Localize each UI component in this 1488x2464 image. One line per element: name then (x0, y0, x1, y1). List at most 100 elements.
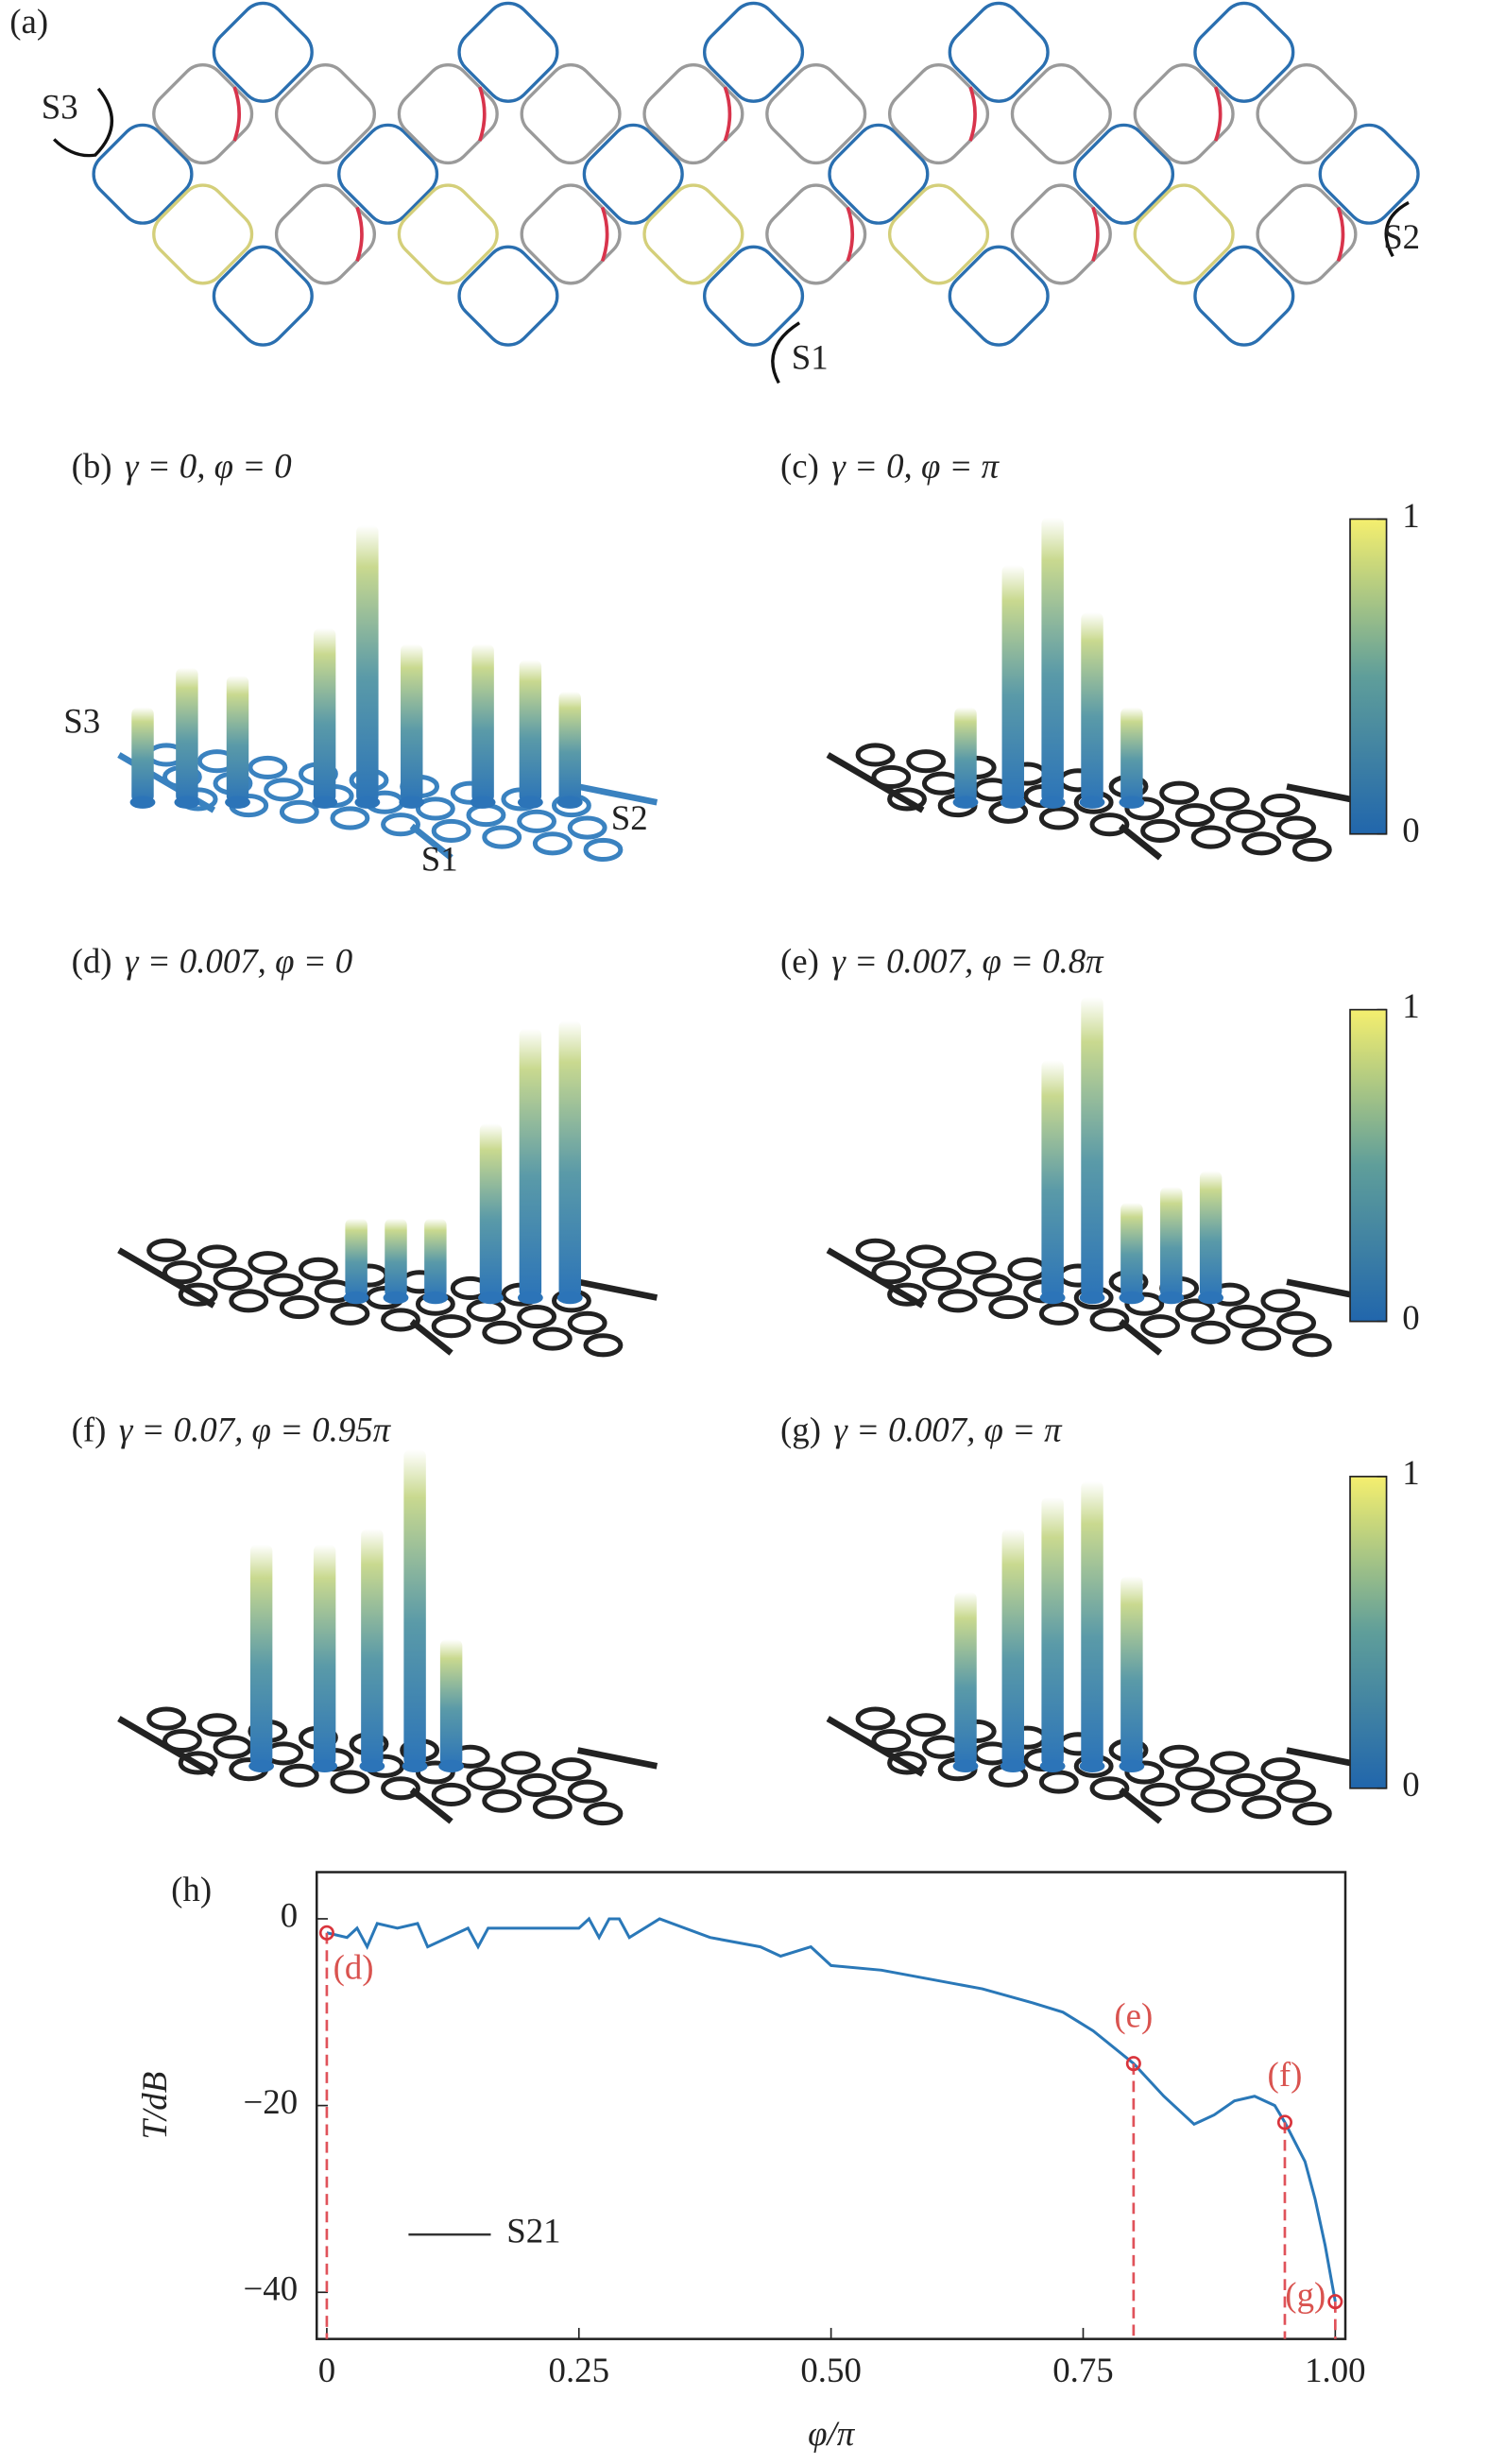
pillar (313, 627, 336, 803)
lattice-node (855, 1706, 896, 1731)
ring (948, 245, 1050, 347)
pillar-foot (470, 796, 496, 809)
lattice-node (1209, 1751, 1250, 1775)
ring (457, 1, 559, 103)
lattice-node (1209, 787, 1250, 812)
ring (457, 245, 559, 347)
lattice-node (1038, 1301, 1079, 1326)
lattice-node (248, 1251, 288, 1275)
ring-accent (1336, 206, 1345, 262)
port-arc (771, 321, 801, 385)
panel-caption-text: γ = 0, φ = π (831, 447, 1000, 486)
panel-label: (c) (780, 447, 819, 486)
lattice-node (583, 1802, 624, 1826)
panel-label: (g) (780, 1411, 821, 1449)
port-arc (1384, 200, 1410, 258)
ring (887, 63, 990, 165)
lattice-node (1124, 1292, 1165, 1316)
lattice-node (1276, 1310, 1317, 1335)
pillar-foot (312, 1759, 338, 1773)
lattice-node (1174, 803, 1215, 828)
marker-label: (d) (334, 1947, 374, 1986)
lattice-node (248, 755, 288, 779)
pillar (558, 691, 581, 803)
lattice-node (1291, 1333, 1332, 1358)
lattice-node (264, 1273, 304, 1297)
panel-label: (h) (171, 1870, 212, 1908)
ring-accent (1091, 206, 1100, 262)
pillar (176, 667, 198, 803)
lattice-node (482, 825, 522, 849)
lattice-node (431, 1782, 471, 1807)
pillar (131, 707, 154, 803)
pillar-foot (517, 1291, 543, 1305)
marker-label: (f) (1268, 2055, 1303, 2094)
lattice-node (887, 1282, 927, 1307)
ring (1133, 63, 1235, 165)
pillar-foot (354, 796, 381, 809)
pillar (403, 1449, 426, 1767)
lattice-node (162, 1728, 202, 1754)
ring (642, 183, 744, 285)
lattice-node (1007, 1257, 1048, 1281)
lattice-node (162, 1260, 202, 1285)
lattice-node (1241, 831, 1282, 856)
pillar-foot (1079, 1291, 1105, 1305)
port-arc (53, 87, 114, 158)
ring (274, 63, 377, 165)
pillar-foot (1039, 1759, 1066, 1773)
lattice-node (1276, 1779, 1317, 1804)
lattice-node (178, 1282, 218, 1307)
ring (1193, 245, 1295, 347)
lattice-node (1089, 1776, 1130, 1801)
lattice-node (1260, 794, 1301, 818)
pillar (313, 1544, 336, 1767)
pillar (1081, 612, 1103, 803)
ring (948, 1, 1050, 103)
lattice-node (988, 1295, 1029, 1320)
pillar-foot (174, 796, 200, 809)
pillar (1001, 1529, 1024, 1767)
y-tick-label: 0 (281, 1895, 298, 1934)
pillar (954, 707, 977, 803)
pillar (424, 1218, 447, 1298)
ring (520, 63, 622, 165)
lattice-node (921, 1735, 962, 1759)
pillar (1120, 707, 1143, 803)
ring (828, 123, 930, 225)
lattice-node (871, 1260, 912, 1285)
ring (1318, 123, 1420, 225)
pillar-foot (248, 1759, 275, 1773)
lattice-node (532, 831, 573, 856)
lattice-node (381, 1776, 420, 1801)
lattice-node (583, 1333, 624, 1358)
colorbar (1349, 1008, 1388, 1323)
panel-caption-text: γ = 0.007, φ = 0 (125, 942, 352, 981)
pillar (1001, 564, 1024, 803)
lattice-node (431, 818, 471, 843)
pillar-foot (402, 1759, 428, 1773)
lattice-node (279, 1763, 319, 1788)
panel-label: (b) (72, 447, 112, 486)
lattice-node (1174, 1767, 1215, 1791)
panel-caption: (c) γ = 0, φ = π (780, 447, 1001, 486)
lattice-node (229, 1289, 269, 1313)
lattice-node (583, 837, 624, 863)
colorbar-tick-label: 0 (1402, 1298, 1419, 1337)
legend-label: S21 (506, 2212, 560, 2250)
y-tick-label: −40 (244, 2269, 299, 2308)
lattice-node (466, 1298, 506, 1323)
pillar-foot (1158, 1291, 1185, 1305)
lattice-node (146, 1238, 187, 1262)
lattice-node (431, 1314, 471, 1339)
port-label: S3 (42, 88, 78, 127)
ring (642, 63, 744, 165)
pillar-foot (952, 1759, 979, 1773)
lattice-node (532, 1795, 573, 1820)
lattice-node (937, 1289, 978, 1313)
pillar (385, 1218, 407, 1298)
lattice-node (1190, 1788, 1231, 1813)
ring (1010, 63, 1112, 165)
ring (1010, 183, 1112, 285)
series-line (326, 1916, 1337, 2302)
